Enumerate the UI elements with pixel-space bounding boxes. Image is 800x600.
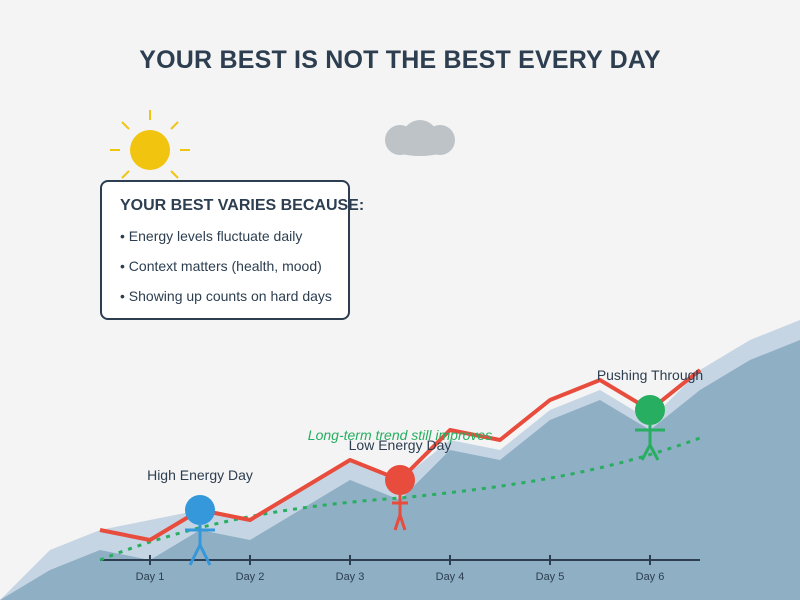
x-tick-label: Day 5 <box>536 571 565 583</box>
info-box-item: • Energy levels fluctuate daily <box>120 228 303 244</box>
high-energy-label: High Energy Day <box>147 467 253 483</box>
trend-label: Long-term trend still improves <box>308 427 492 443</box>
pushing-through-label: Pushing Through <box>597 367 703 383</box>
low-energy-label: Low Energy Day <box>349 437 452 453</box>
sun-icon <box>110 110 190 190</box>
info-box: YOUR BEST VARIES BECAUSE: • Energy level… <box>100 180 364 320</box>
x-tick-label: Day 2 <box>236 571 265 583</box>
info-box-heading: YOUR BEST VARIES BECAUSE: <box>120 197 365 214</box>
low-energy-figure <box>385 465 415 531</box>
cloud-icon <box>385 120 455 156</box>
x-tick-label: Day 1 <box>136 571 165 583</box>
high-energy-figure <box>185 495 215 566</box>
info-box-item: • Showing up counts on hard days <box>120 288 332 304</box>
x-tick-label: Day 4 <box>436 571 465 583</box>
x-tick-label: Day 3 <box>336 571 365 583</box>
x-tick-label: Day 6 <box>636 571 665 583</box>
pushing-through-figure <box>635 395 665 461</box>
page-title: YOUR BEST IS NOT THE BEST EVERY DAY <box>139 46 661 74</box>
info-box-item: • Context matters (health, mood) <box>120 258 322 274</box>
x-axis: Day 1 Day 2 Day 3 Day 4 Day 5 Day 6 <box>100 555 700 583</box>
